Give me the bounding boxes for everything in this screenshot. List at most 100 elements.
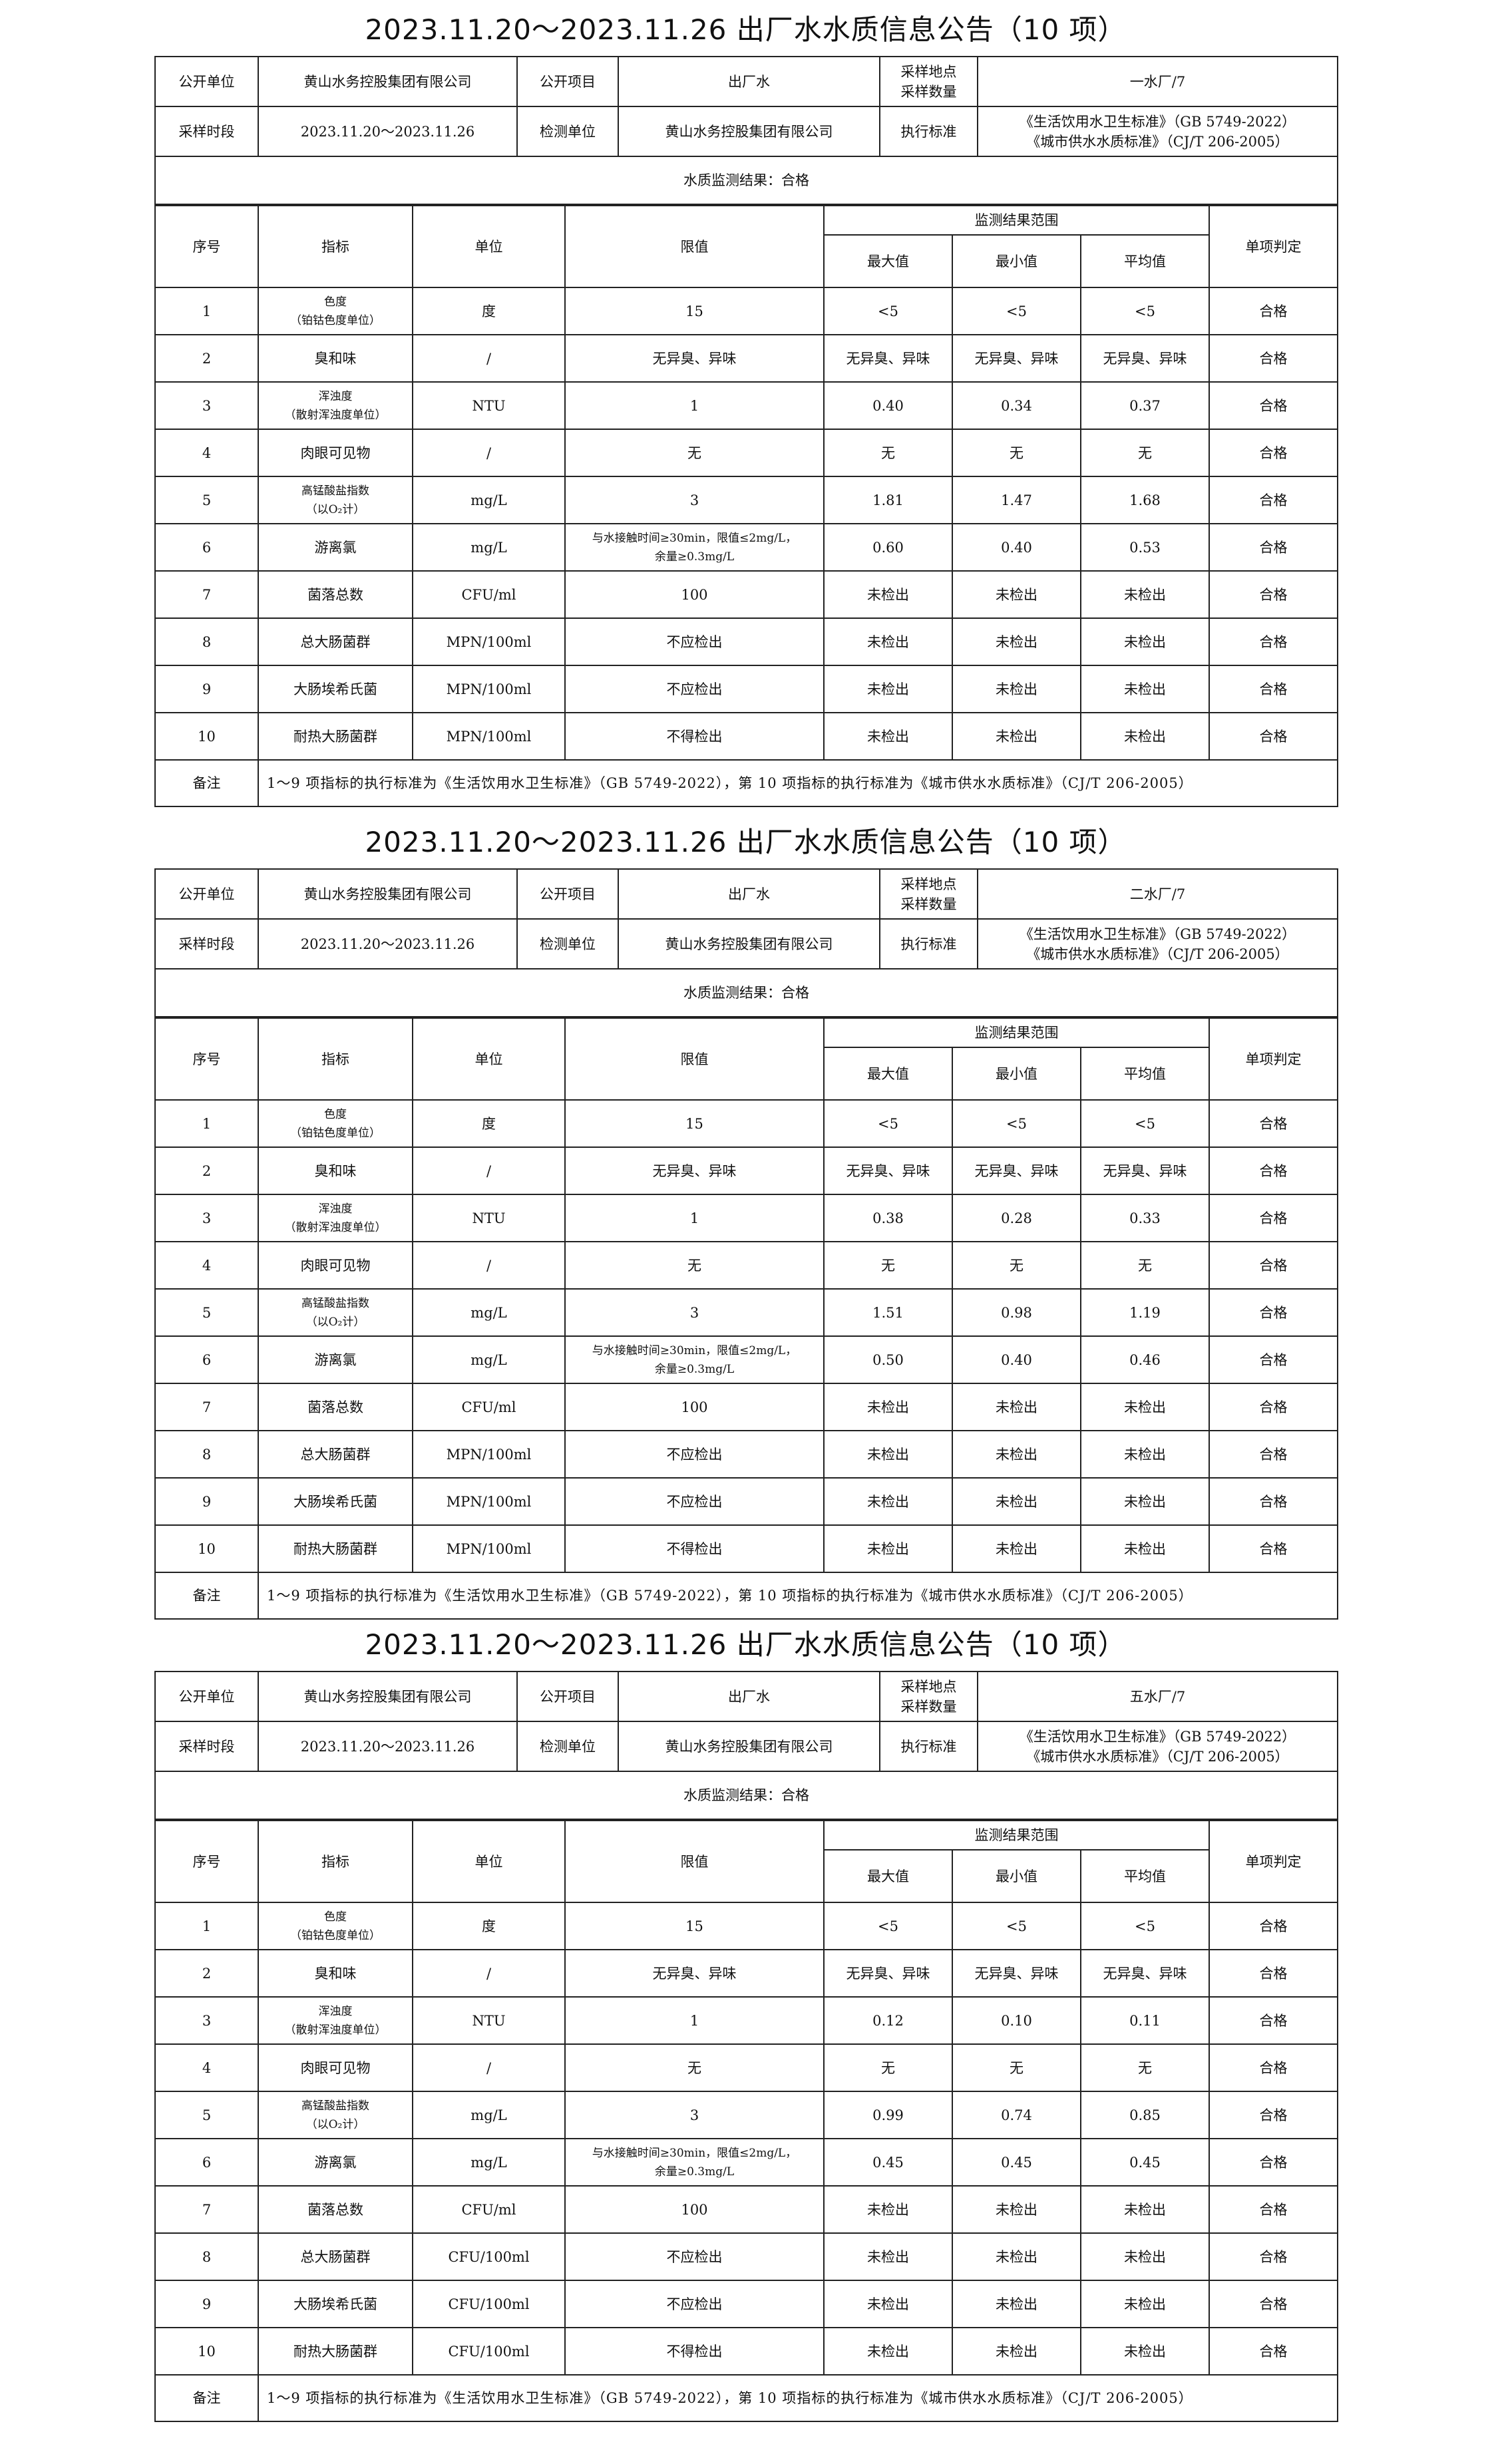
- monitoring-result: 水质监测结果：合格: [154, 156, 1338, 205]
- unit: MPN/100ml: [412, 1524, 566, 1573]
- avg-value: 未检出: [1080, 712, 1210, 761]
- limit: 与水接触时间≥30min，限值≤2mg/L， 余量≥0.3mg/L: [564, 2138, 825, 2187]
- max-value: 无: [823, 1241, 953, 1290]
- table-row: 7 菌落总数 CFU/ml 100 未检出 未检出 未检出 合格: [154, 570, 1338, 619]
- header-max: 最大值: [823, 1047, 953, 1101]
- table-row: 6 游离氯 mg/L 与水接触时间≥30min，限值≤2mg/L， 余量≥0.3mg/L…: [154, 2138, 1338, 2187]
- indicator: 耐热大肠菌群: [258, 1524, 413, 1573]
- header-indicator: 指标: [258, 1017, 413, 1101]
- max-value: 未检出: [823, 1430, 953, 1479]
- judgement: 合格: [1209, 1949, 1338, 1998]
- row-no: 8: [154, 2232, 259, 2281]
- indicator: 肉眼可见物: [258, 1241, 413, 1290]
- max-value: 无异臭、异味: [823, 1146, 953, 1195]
- indicator: 菌落总数: [258, 570, 413, 619]
- row-no: 4: [154, 1241, 259, 1290]
- judgement: 合格: [1209, 1099, 1338, 1148]
- limit: 不得检出: [564, 2327, 825, 2376]
- table-row: 2 臭和味 / 无异臭、异味 无异臭、异味 无异臭、异味 无异臭、异味 合格: [154, 1146, 1338, 1195]
- row-no: 6: [154, 2138, 259, 2187]
- sample-site-label: 采样地点 采样数量: [879, 56, 978, 107]
- unit: CFU/100ml: [412, 2232, 566, 2281]
- row-no: 10: [154, 712, 259, 761]
- judgement: 合格: [1209, 1146, 1338, 1195]
- min-value: <5: [952, 287, 1081, 335]
- indicator: 高锰酸盐指数 （以O₂计）: [258, 1288, 413, 1337]
- limit: 1: [564, 381, 825, 430]
- min-value: 0.40: [952, 523, 1081, 572]
- row-no: 7: [154, 1383, 259, 1431]
- unit: mg/L: [412, 2138, 566, 2187]
- indicator: 色度 （铂钴色度单位）: [258, 1099, 413, 1148]
- publish-item-value: 出厂水: [618, 56, 880, 107]
- header-limit: 限值: [564, 205, 825, 288]
- header-avg: 平均值: [1080, 1047, 1210, 1101]
- limit: 不应检出: [564, 617, 825, 666]
- judgement: 合格: [1209, 1288, 1338, 1337]
- indicator: 游离氯: [258, 2138, 413, 2187]
- judgement: 合格: [1209, 2043, 1338, 2092]
- sample-site-value: 五水厂/7: [977, 1671, 1338, 1722]
- unit: /: [412, 1241, 566, 1290]
- row-no: 3: [154, 1996, 259, 2045]
- limit: 无异臭、异味: [564, 1146, 825, 1195]
- publish-item-label: 公开项目: [516, 1671, 619, 1722]
- avg-value: <5: [1080, 1099, 1210, 1148]
- table-row: 1 色度 （铂钴色度单位）度 15 <5 <5 <5 合格: [154, 1902, 1338, 1950]
- avg-value: 无异臭、异味: [1080, 1949, 1210, 1998]
- indicator: 色度 （铂钴色度单位）: [258, 287, 413, 335]
- row-no: 5: [154, 1288, 259, 1337]
- header-avg: 平均值: [1080, 1849, 1210, 1903]
- min-value: 0.45: [952, 2138, 1081, 2187]
- avg-value: 未检出: [1080, 2327, 1210, 2376]
- avg-value: 无: [1080, 429, 1210, 477]
- limit: 无: [564, 2043, 825, 2092]
- min-value: 0.10: [952, 1996, 1081, 2045]
- unit: 度: [412, 1902, 566, 1950]
- publish-unit-label: 公开单位: [154, 56, 259, 107]
- header-range: 监测结果范围: [823, 1017, 1210, 1048]
- min-value: 未检出: [952, 2327, 1081, 2376]
- table-row: 5 高锰酸盐指数 （以O₂计） mg/L 3 1.51 0.98 1.19 合格: [154, 1288, 1338, 1337]
- min-value: 未检出: [952, 1383, 1081, 1431]
- max-value: 未检出: [823, 712, 953, 761]
- report-title: 2023.11.20～2023.11.26 出厂水水质信息公告（10 项）: [365, 1628, 1127, 1661]
- test-unit-label: 检测单位: [516, 106, 619, 157]
- standard-value: 《生活饮用水卫生标准》（GB 5749-2022） 《城市供水水质标准》（CJ/T…: [977, 106, 1338, 157]
- indicator: 浑浊度 （散射浑浊度单位）: [258, 1996, 413, 2045]
- publish-unit-value: 黄山水务控股集团有限公司: [258, 56, 518, 107]
- avg-value: 无: [1080, 1241, 1210, 1290]
- unit: CFU/100ml: [412, 2327, 566, 2376]
- unit: MPN/100ml: [412, 1477, 566, 1526]
- unit: CFU/ml: [412, 570, 566, 619]
- note-text: 1～9 项指标的执行标准为《生活饮用水卫生标准》（GB 5749-2022），第…: [258, 759, 1338, 807]
- min-value: 无异臭、异味: [952, 1949, 1081, 1998]
- header-judge: 单项判定: [1209, 1017, 1338, 1101]
- min-value: 未检出: [952, 1477, 1081, 1526]
- note-text: 1～9 项指标的执行标准为《生活饮用水卫生标准》（GB 5749-2022），第…: [258, 2374, 1338, 2422]
- row-no: 3: [154, 1194, 259, 1242]
- unit: /: [412, 334, 566, 383]
- min-value: 0.98: [952, 1288, 1081, 1337]
- note-label: 备注: [154, 759, 259, 807]
- judgement: 合格: [1209, 476, 1338, 524]
- report-title: 2023.11.20～2023.11.26 出厂水水质信息公告（10 项）: [365, 13, 1127, 46]
- row-no: 10: [154, 1524, 259, 1573]
- sample-period-value: 2023.11.20～2023.11.26: [258, 1721, 518, 1772]
- table-row: 10 耐热大肠菌群 MPN/100ml 不得检出 未检出 未检出 未检出 合格: [154, 1524, 1338, 1573]
- min-value: 无: [952, 2043, 1081, 2092]
- max-value: 未检出: [823, 1524, 953, 1573]
- header-no: 序号: [154, 205, 259, 288]
- min-value: <5: [952, 1902, 1081, 1950]
- limit: 100: [564, 1383, 825, 1431]
- unit: mg/L: [412, 1335, 566, 1384]
- report-info-table: 公开单位 黄山水务控股集团有限公司 公开项目 出厂水 采样地点 采样数量 五水厂/7 采样时段…: [154, 1671, 1338, 1820]
- min-value: 0.74: [952, 2091, 1081, 2139]
- max-value: 0.99: [823, 2091, 953, 2139]
- unit: MPN/100ml: [412, 665, 566, 713]
- unit: MPN/100ml: [412, 617, 566, 666]
- header-avg: 平均值: [1080, 234, 1210, 288]
- indicator: 菌落总数: [258, 1383, 413, 1431]
- max-value: 未检出: [823, 665, 953, 713]
- unit: /: [412, 429, 566, 477]
